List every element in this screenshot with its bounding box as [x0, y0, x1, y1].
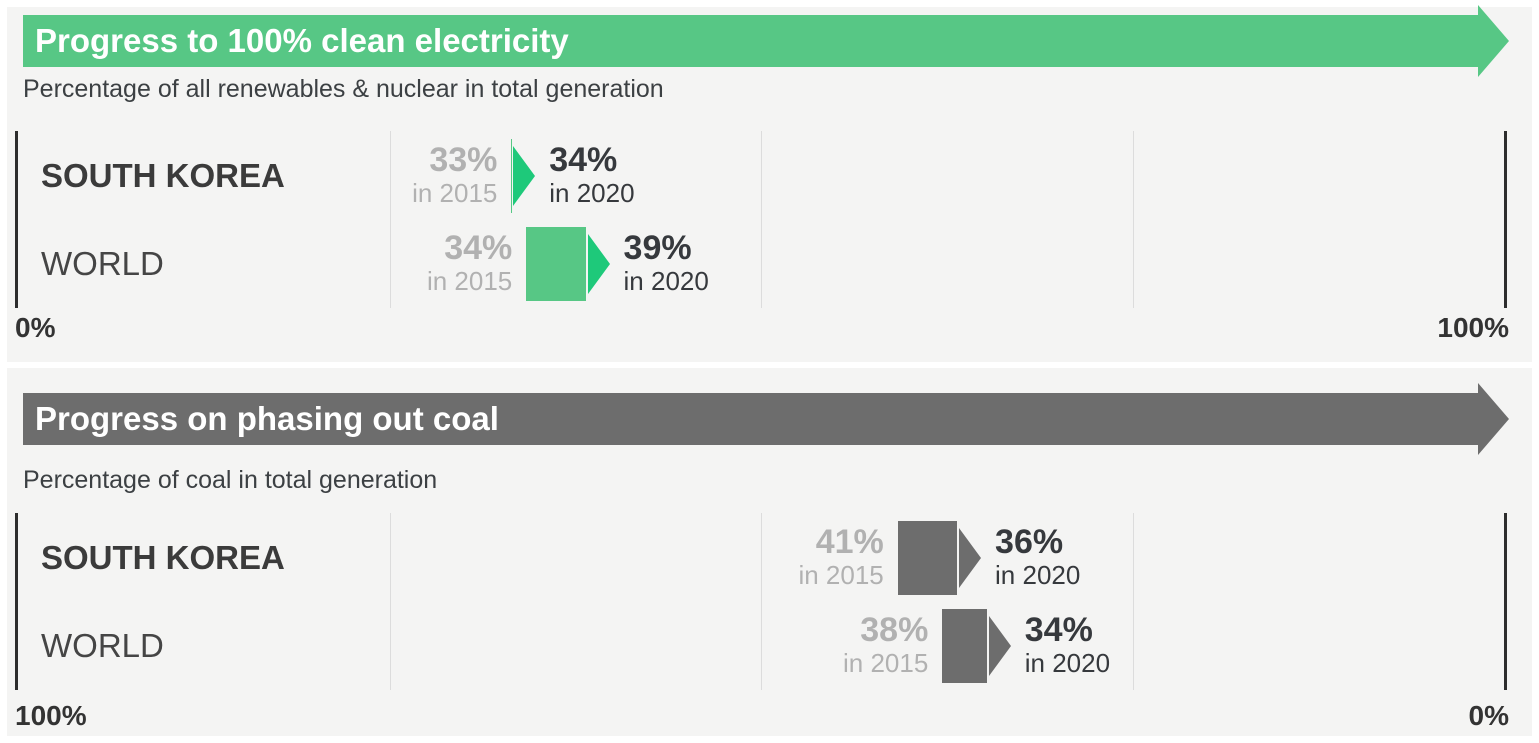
banner-phasing-out-coal: Progress on phasing out coal: [23, 383, 1509, 455]
gridline-25: [389, 513, 391, 690]
value-2020-year: in 2020: [995, 560, 1081, 590]
value-2020-percent: 34%: [1024, 611, 1093, 649]
value-2020-label: 34% in 2020: [1025, 611, 1110, 677]
value-2015-percent: 38%: [860, 611, 929, 649]
transition-arrow-body: [511, 139, 513, 213]
category-label-south-korea: SOUTH KOREA: [41, 539, 285, 576]
banner-arrowhead-icon: [1478, 5, 1509, 77]
transition-arrow-body: [942, 609, 987, 683]
transition-arrow-body: [526, 227, 586, 301]
chart-title: Progress to 100% clean electricity: [35, 22, 569, 59]
value-2015-label: 38% in 2015: [843, 611, 928, 677]
value-2020-year: in 2020: [549, 178, 635, 208]
category-label-south-korea: SOUTH KOREA: [41, 157, 285, 194]
category-label-world: WORLD: [41, 245, 164, 282]
chart-subtitle: Percentage of coal in total generation: [23, 466, 438, 494]
value-2015-percent: 33%: [429, 141, 498, 179]
value-2015-label: 41% in 2015: [798, 523, 883, 589]
value-2015-year: in 2015: [426, 266, 513, 296]
axis-max-label: 100%: [1437, 312, 1509, 343]
value-2015-year: in 2015: [798, 560, 884, 590]
plot-phasing-out-coal: SOUTH KOREA 41% in 2015 36% in 2020 WORLD 38% i…: [15, 513, 1507, 690]
axis-max-label: 100%: [15, 700, 87, 731]
value-2020-label: 36% in 2020: [995, 523, 1080, 589]
panel-clean-electricity: Progress to 100% clean electricity Perce…: [7, 5, 1532, 362]
gridline-50: [761, 513, 762, 690]
gridline-75: [1132, 131, 1134, 308]
value-2015-label: 34% in 2015: [427, 229, 512, 295]
banner-arrowhead-icon: [1478, 383, 1509, 455]
value-2015-percent: 41%: [815, 523, 884, 561]
transition-arrow-head-icon: [513, 146, 536, 206]
plot-clean-electricity: SOUTH KOREA 33% in 2015 34% in 2020 WORLD 34% i…: [15, 131, 1507, 308]
transition-arrow-head-icon: [988, 616, 1011, 676]
transition-arrow-head-icon: [587, 234, 610, 294]
value-2015-percent: 34%: [444, 229, 513, 267]
value-2015-year: in 2015: [412, 178, 498, 208]
axis-min-label: 0%: [15, 312, 56, 343]
value-2020-label: 34% in 2020: [549, 141, 634, 207]
value-2020-year: in 2020: [1024, 648, 1111, 678]
transition-arrow-head-icon: [959, 528, 982, 588]
value-2020-year: in 2020: [623, 266, 709, 296]
value-2020-label: 39% in 2020: [624, 229, 709, 295]
value-2015-year: in 2015: [843, 648, 929, 678]
value-2020-percent: 39%: [623, 229, 692, 267]
gridline-25: [389, 131, 391, 308]
axis-min-label: 0%: [1468, 700, 1509, 731]
banner-clean-electricity: Progress to 100% clean electricity: [23, 5, 1509, 77]
gridline-50: [761, 131, 762, 308]
transition-arrow-body: [897, 521, 958, 595]
value-2015-label: 33% in 2015: [412, 141, 497, 207]
chart-subtitle: Percentage of all renewables & nuclear i…: [23, 75, 664, 103]
value-2020-percent: 36%: [995, 523, 1064, 561]
category-label-world: WORLD: [41, 627, 164, 664]
gridline-75: [1132, 513, 1134, 690]
chart-title: Progress on phasing out coal: [35, 400, 499, 437]
panel-phasing-out-coal: Progress on phasing out coal Percentage …: [7, 368, 1532, 736]
value-2020-percent: 34%: [549, 141, 618, 179]
